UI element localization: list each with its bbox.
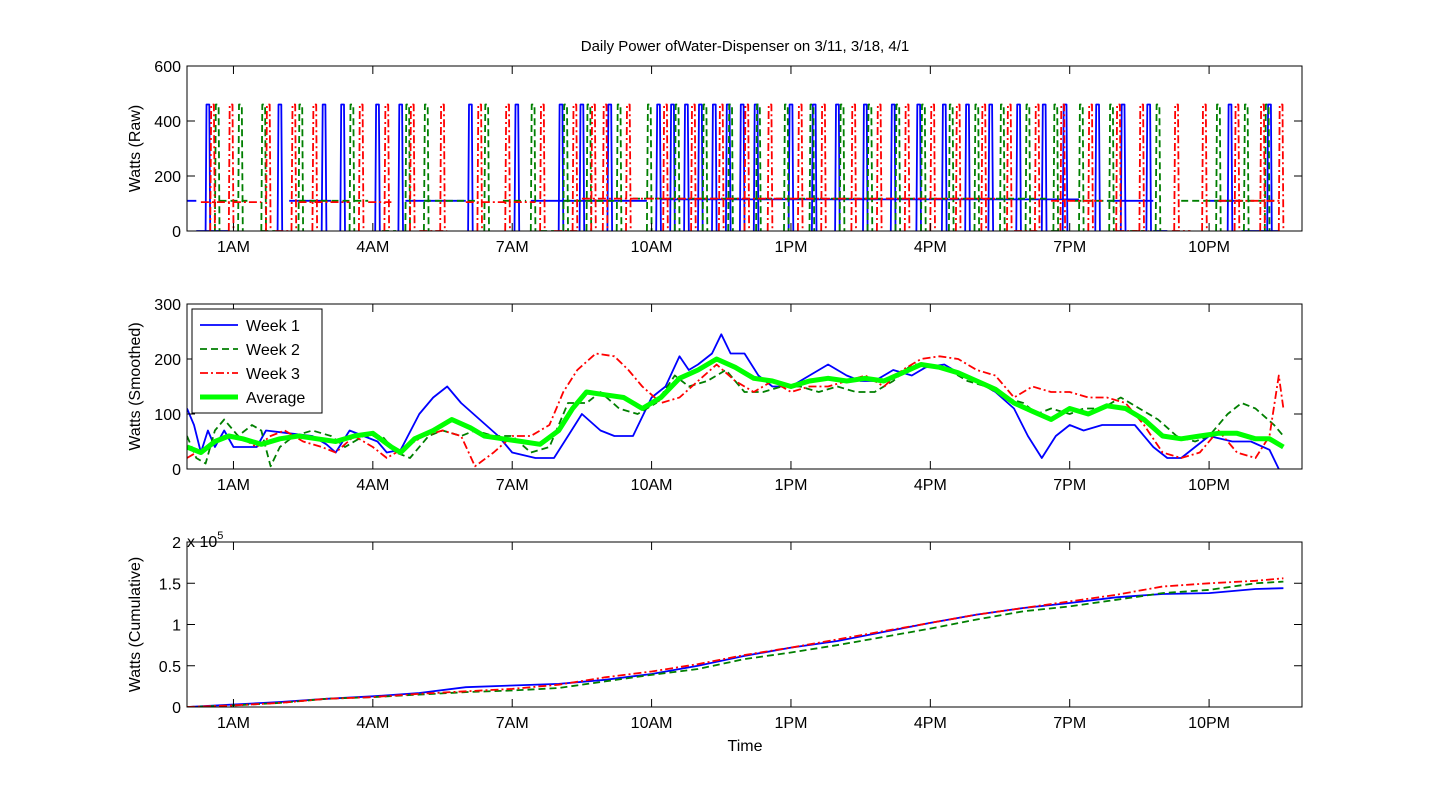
cumulative-x-tick-label: 10AM — [631, 715, 673, 732]
legend-label-average: Average — [246, 390, 305, 407]
raw-y-axis-label: Watts (Raw) — [127, 105, 144, 192]
smoothed-x-tick-label: 10PM — [1188, 477, 1230, 494]
panels: 1AM 4AM 7AM 10AM 1PM 4PM 7PM 10PM0200400600Watt… — [127, 59, 1303, 732]
cumulative-series-week2 — [187, 580, 1284, 707]
smoothed-y-tick-label: 0 — [172, 462, 181, 479]
smoothed-series-group — [187, 333, 1285, 469]
raw-y-tick-label: 400 — [154, 114, 181, 131]
panel-cumulative: 1AM 4AM 7AM 10AM 1PM 4PM 7PM 10PM 0 0.5 1 1.5 2 Watts… — [127, 535, 1303, 732]
raw-y-tick-label: 600 — [154, 59, 181, 76]
smoothed-y-axis-label: Watts (Smoothed) — [127, 322, 144, 450]
smoothed-series-week2 — [187, 363, 1285, 468]
exponent-power: 5 — [217, 530, 223, 542]
raw-series-week3 — [200, 103, 1285, 231]
legend: Week 1 Week 2 Week 3 Average — [191, 308, 323, 414]
cumulative-y-tick-label: 2 — [172, 535, 181, 552]
legend-label-week2: Week 2 — [246, 342, 300, 359]
cumulative-y-tick-label: 1 — [172, 618, 181, 635]
panel-smoothed: 1AM 4AM 7AM 10AM 1PM 4PM 7PM 10PM 0 100 200 300 Watt… — [127, 297, 1303, 494]
raw-y-tick-label: 200 — [154, 169, 181, 186]
smoothed-y-tick-label: 200 — [154, 352, 181, 369]
cumulative-x-tick-label: 7AM — [496, 715, 529, 732]
cumulative-series-group — [187, 577, 1284, 707]
smoothed-y-tick-label: 300 — [154, 297, 181, 314]
legend-label-week3: Week 3 — [246, 366, 300, 383]
smoothed-x-tick-label: 7AM — [496, 477, 529, 494]
raw-x-tick-label: 4AM — [356, 239, 389, 256]
raw-x-tick-label: 1PM — [775, 239, 808, 256]
cumulative-x-tick-label: 4AM — [356, 715, 389, 732]
raw-axes-box — [186, 65, 1303, 232]
legend-label-week1: Week 1 — [246, 318, 300, 335]
smoothed-x-tick-label: 10AM — [631, 477, 673, 494]
smoothed-axes-box — [186, 303, 1303, 470]
raw-x-tick-label: 10AM — [631, 239, 673, 256]
smoothed-x-tick-label: 1AM — [217, 477, 250, 494]
raw-series-group — [187, 103, 1285, 231]
smoothed-x-tick-label: 4PM — [914, 477, 947, 494]
cumulative-exponent-label: x 105 — [187, 530, 223, 551]
smoothed-series-week3 — [187, 352, 1285, 468]
raw-x-tick-label: 7PM — [1053, 239, 1086, 256]
cumulative-y-tick-label: 0 — [172, 700, 181, 717]
smoothed-series-week1 — [187, 333, 1280, 469]
raw-x-tick-label: 1AM — [217, 239, 250, 256]
smoothed-x-tick-label: 1PM — [775, 477, 808, 494]
cumulative-x-tick-label: 4PM — [914, 715, 947, 732]
figure-title: Daily Power ofWater-Dispenser on 3/11, 3… — [581, 38, 910, 55]
smoothed-series-average — [187, 356, 1285, 455]
smoothed-x-tick-label: 4AM — [356, 477, 389, 494]
x-axis-label: Time — [728, 738, 763, 755]
raw-x-tick-label: 7AM — [496, 239, 529, 256]
cumulative-x-tick-label: 10PM — [1188, 715, 1230, 732]
cumulative-axes-box — [186, 541, 1303, 708]
raw-x-tick-label: 10PM — [1188, 239, 1230, 256]
cumulative-x-tick-label: 7PM — [1053, 715, 1086, 732]
cumulative-y-tick-label: 0.5 — [159, 659, 181, 676]
cumulative-x-tick-label: 1PM — [775, 715, 808, 732]
raw-y-tick-label: 0 — [172, 224, 181, 241]
cumulative-y-axis-label: Watts (Cumulative) — [127, 557, 144, 692]
raw-x-tick-label: 4PM — [914, 239, 947, 256]
smoothed-x-tick-label: 7PM — [1053, 477, 1086, 494]
cumulative-series-week1 — [187, 587, 1284, 707]
smoothed-y-tick-label: 100 — [154, 407, 181, 424]
cumulative-y-tick-label: 1.5 — [159, 576, 181, 593]
cumulative-series-week3 — [187, 577, 1284, 707]
panel-raw: 1AM 4AM 7AM 10AM 1PM 4PM 7PM 10PM 0 200 400 600 Watt… — [127, 59, 1303, 256]
cumulative-x-tick-label: 1AM — [217, 715, 250, 732]
exponent-base: x 10 — [187, 534, 217, 551]
